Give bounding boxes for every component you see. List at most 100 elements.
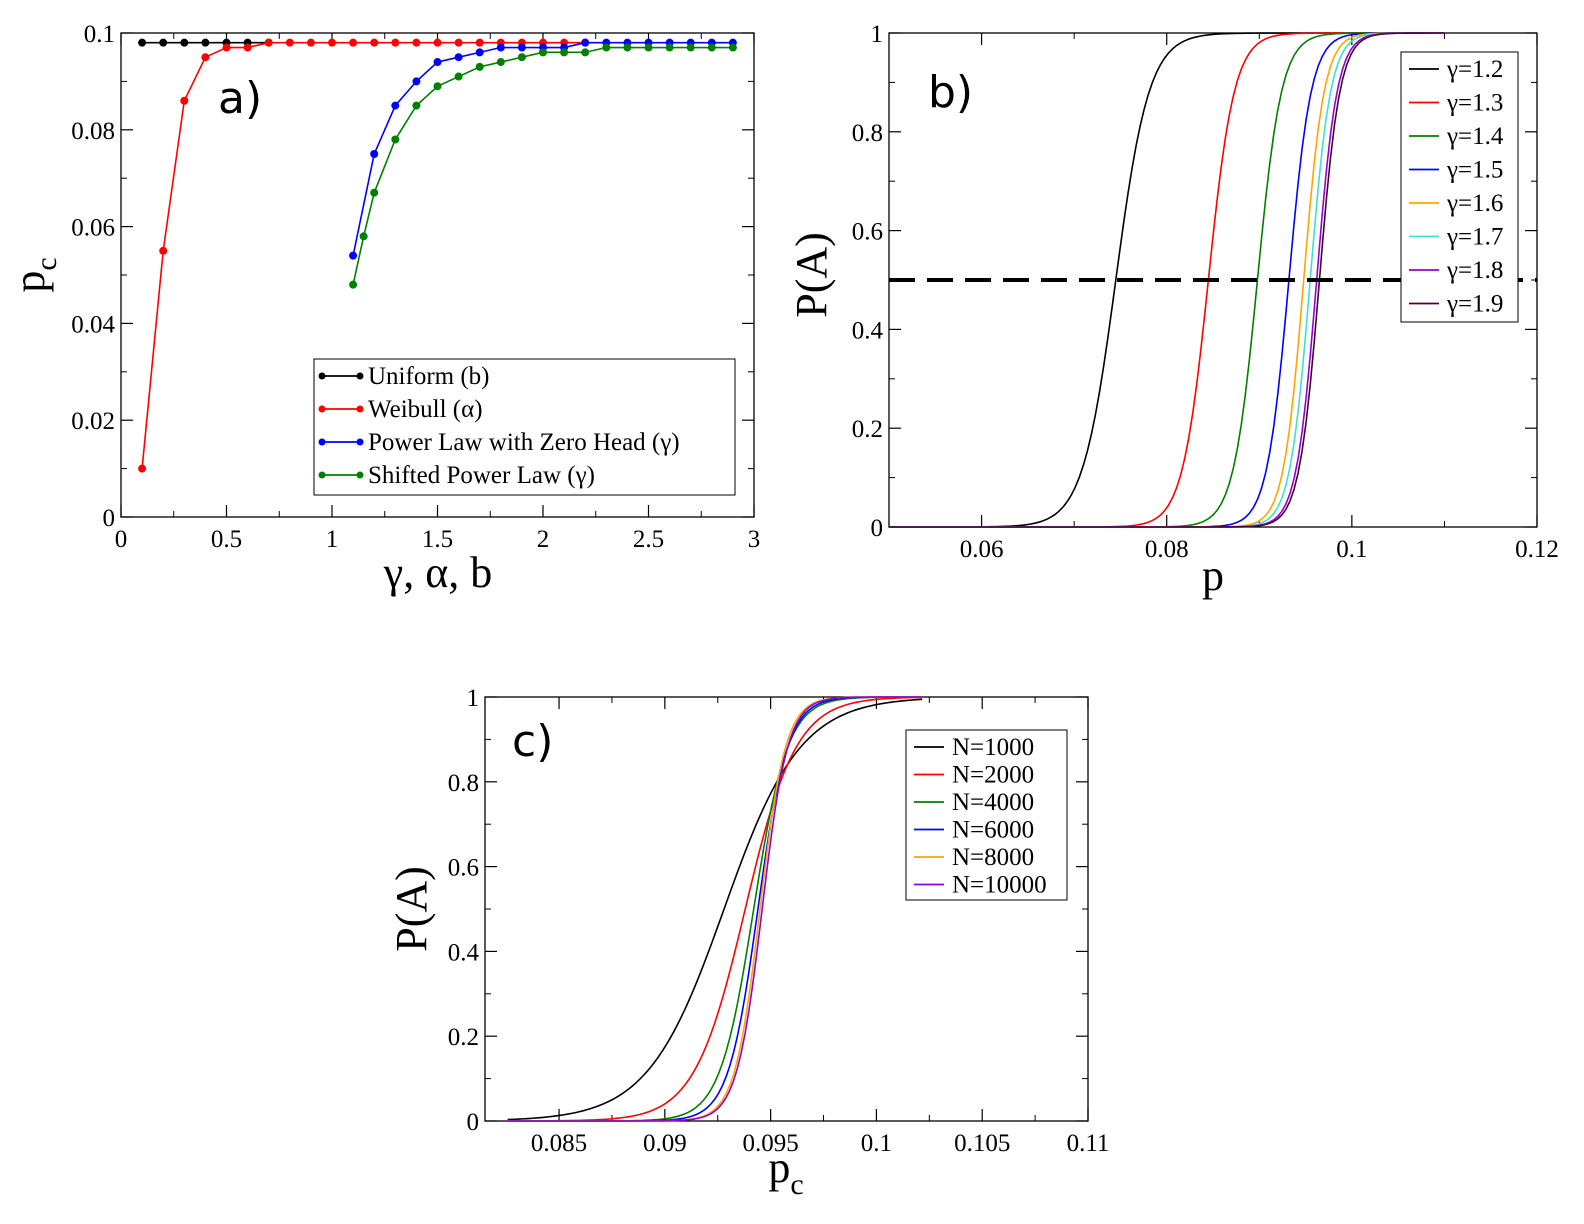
data-point	[454, 53, 463, 62]
legend-label: γ=1.7	[1446, 224, 1503, 251]
data-point	[201, 38, 210, 47]
data-point	[349, 280, 358, 289]
data-point	[517, 43, 526, 52]
data-point	[391, 135, 400, 144]
data-point	[623, 43, 632, 52]
data-point	[412, 101, 421, 110]
y-tick-label: 1	[871, 21, 884, 48]
x-tick-label: 0.06	[960, 536, 1004, 563]
panel-c-label: c)	[512, 716, 553, 767]
legend-label: Uniform (b)	[368, 363, 490, 390]
panel-a-y-axis-label-sub: c	[30, 257, 63, 270]
series-line-3	[352, 41, 733, 256]
legend-label: N=2000	[952, 762, 1034, 789]
data-point	[412, 38, 421, 47]
legend-marker	[356, 471, 364, 479]
legend-label: γ=1.5	[1446, 157, 1503, 184]
y-tick-label: 0.04	[71, 311, 115, 338]
data-point	[707, 43, 716, 52]
data-point	[412, 77, 421, 86]
panel-c-legend-box	[905, 729, 1068, 901]
legend-label: Shifted Power Law (γ)	[368, 462, 595, 489]
legend-label: γ=1.9	[1446, 291, 1503, 318]
data-point	[349, 251, 358, 260]
y-tick-label: 0.2	[852, 416, 883, 443]
y-tick-label: 0.6	[852, 219, 883, 246]
y-tick-label: 0.2	[448, 1024, 479, 1051]
y-tick-label: 0.1	[84, 21, 115, 48]
panel-a-y-axis-label-main: p	[5, 271, 54, 293]
x-tick-label: 0	[115, 526, 128, 553]
legend-marker	[318, 372, 326, 380]
y-tick-label: 0.4	[448, 939, 480, 966]
y-tick-label: 0.06	[71, 215, 115, 242]
x-tick-label: 0.1	[861, 1130, 892, 1157]
data-point	[433, 38, 442, 47]
data-point	[180, 38, 189, 47]
y-tick-label: 0	[467, 1109, 480, 1136]
y-tick-label: 0.02	[71, 408, 115, 435]
series-line-4	[352, 46, 733, 285]
data-point	[644, 43, 653, 52]
legend-label: γ=1.4	[1446, 123, 1504, 150]
data-point	[539, 48, 547, 57]
y-tick-label: 0.6	[448, 855, 479, 882]
data-point	[602, 43, 611, 52]
x-tick-label: 0.095	[743, 1130, 799, 1157]
y-tick-label: 0.8	[448, 770, 479, 797]
data-point	[581, 38, 590, 47]
data-point	[517, 53, 526, 62]
panel-c-x-ticks: 0.085 0.09 0.095 0.1 0.105 0.11	[531, 697, 1109, 1157]
data-point	[370, 150, 379, 158]
panel-c-x-axis-label-sub: c	[790, 1168, 803, 1201]
data-point	[391, 101, 400, 110]
series-line-2	[507, 696, 923, 1122]
y-tick-label: 0.08	[71, 118, 115, 145]
data-point	[454, 72, 463, 81]
data-point	[201, 53, 210, 62]
x-tick-label: 0.105	[954, 1130, 1010, 1157]
x-tick-label: 2	[537, 526, 550, 553]
panel-b-legend: γ=1.2 γ=1.3 γ=1.4 γ=1.5 γ=1.6 γ=1.7 γ=1.8 γ=1.9	[1400, 51, 1519, 323]
panel-c-series	[507, 696, 923, 1122]
data-point	[306, 38, 315, 47]
panel-c-x-axis-label: pc	[768, 1143, 803, 1201]
data-point	[496, 43, 505, 52]
data-point	[222, 43, 231, 52]
legend-label: N=6000	[952, 817, 1034, 844]
data-point	[475, 62, 484, 71]
legend-label: N=1000	[952, 734, 1034, 761]
legend-label: Weibull (α)	[368, 396, 483, 423]
series-line-8	[889, 32, 1444, 528]
data-point	[433, 82, 442, 91]
panel-b-x-axis-label: p	[1202, 551, 1224, 600]
data-point	[370, 38, 379, 47]
panel-b-label: b)	[928, 67, 973, 118]
legend-marker	[318, 471, 326, 479]
x-tick-label: 0.08	[1145, 536, 1189, 563]
x-tick-label: 0.11	[1067, 1130, 1110, 1157]
series-line-5	[507, 696, 923, 1122]
data-point	[665, 43, 674, 52]
legend-marker	[318, 405, 326, 413]
x-tick-label: 0.12	[1515, 536, 1559, 563]
data-point	[370, 188, 379, 197]
data-point	[285, 38, 294, 47]
panel-a-label: a)	[218, 73, 262, 124]
series-line-6	[507, 696, 923, 1122]
y-tick-label: 0	[103, 505, 116, 532]
data-point	[728, 43, 737, 52]
panel-c-x-axis-label-main: p	[768, 1143, 790, 1192]
legend-marker	[356, 405, 364, 413]
legend-label: γ=1.3	[1446, 90, 1503, 117]
x-tick-label: 3	[748, 526, 761, 553]
legend-marker	[356, 372, 364, 380]
legend-label: γ=1.8	[1446, 257, 1503, 284]
data-point	[264, 38, 273, 47]
data-point	[581, 48, 590, 57]
data-point	[475, 38, 484, 47]
panel-b-legend-box	[1400, 51, 1519, 323]
panel-a-x-ticks: 0 0.5 1 1.5 2 2.5 3	[115, 33, 761, 553]
